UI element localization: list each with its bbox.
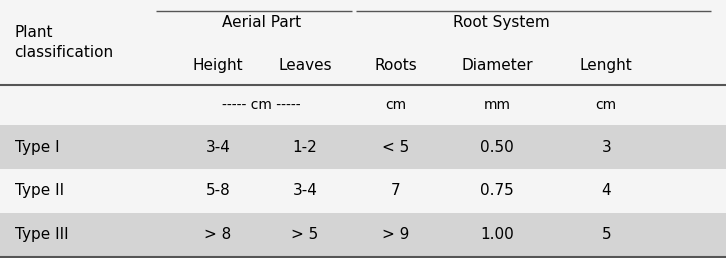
- Text: 4: 4: [601, 183, 611, 198]
- Text: Height: Height: [192, 58, 243, 73]
- Text: Plant
classification: Plant classification: [15, 25, 114, 60]
- Text: Lenght: Lenght: [580, 58, 632, 73]
- Text: < 5: < 5: [382, 140, 409, 155]
- Bar: [0, 213, 726, 257]
- Text: Type III: Type III: [15, 227, 68, 242]
- Text: cm: cm: [595, 98, 617, 112]
- Text: cm: cm: [385, 98, 407, 112]
- Text: Type II: Type II: [15, 183, 64, 198]
- Text: Roots: Roots: [375, 58, 417, 73]
- Text: 0.75: 0.75: [481, 183, 514, 198]
- Text: 5: 5: [601, 227, 611, 242]
- Text: 1-2: 1-2: [293, 140, 317, 155]
- Text: 3: 3: [601, 140, 611, 155]
- Text: > 5: > 5: [291, 227, 319, 242]
- Text: 0.50: 0.50: [481, 140, 514, 155]
- Text: Type I: Type I: [15, 140, 59, 155]
- Text: 3-4: 3-4: [205, 140, 230, 155]
- Text: > 9: > 9: [382, 227, 409, 242]
- Bar: [0, 125, 726, 169]
- Text: > 8: > 8: [204, 227, 232, 242]
- Text: Root System: Root System: [452, 15, 550, 30]
- Text: mm: mm: [484, 98, 511, 112]
- Bar: [0, 169, 726, 213]
- Text: 7: 7: [391, 183, 401, 198]
- Text: Aerial Part: Aerial Part: [222, 15, 301, 30]
- Text: 3-4: 3-4: [293, 183, 317, 198]
- Text: 5-8: 5-8: [205, 183, 230, 198]
- Text: Leaves: Leaves: [278, 58, 332, 73]
- Text: 1.00: 1.00: [481, 227, 514, 242]
- Text: ----- cm -----: ----- cm -----: [222, 98, 301, 112]
- Text: Diameter: Diameter: [462, 58, 533, 73]
